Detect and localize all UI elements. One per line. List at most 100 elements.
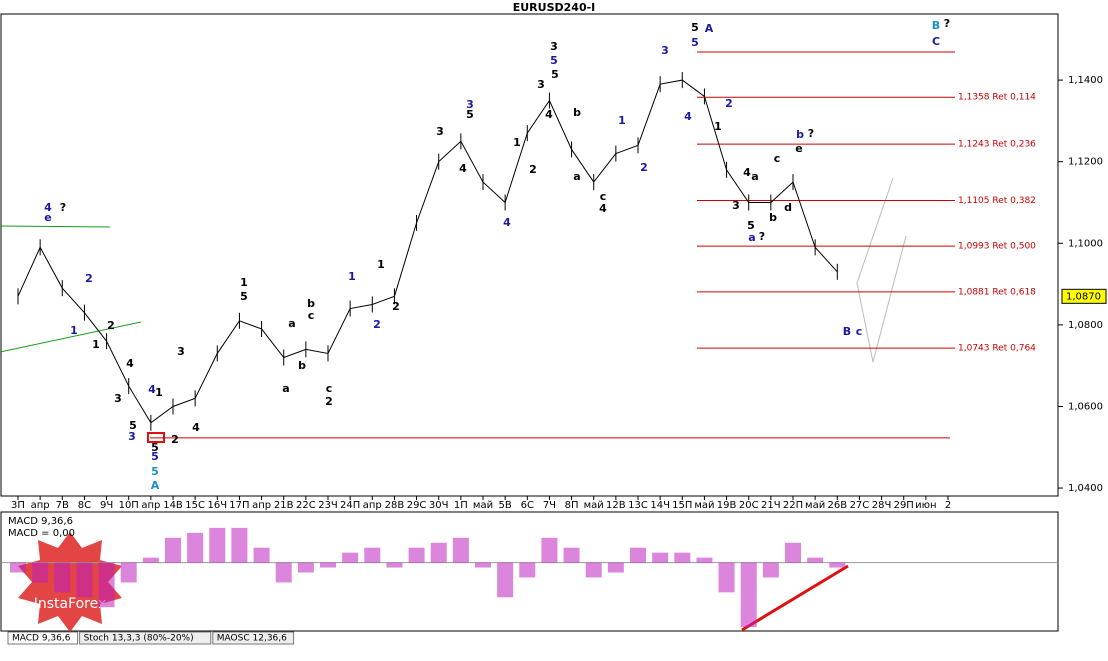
wave-label: 1 [70,324,78,337]
histogram-bar [54,562,71,593]
wave-label: 4 [148,383,156,396]
histogram-bar [785,542,801,563]
wave-label: A [705,22,714,35]
wave-label: d [784,201,792,214]
x-tick-label: 28В [385,500,405,511]
indicator-frame [0,511,1059,632]
x-tick-label: 29П [894,500,914,511]
histogram-bar [231,527,248,563]
wave-label: c [856,325,863,338]
x-tick-label: 16Ч [207,500,227,511]
histogram-bar [142,557,159,563]
y-tick-label: 1,0400 [1068,483,1103,494]
histogram-bar [10,562,26,573]
wave-label: b [573,106,581,119]
wave-label: 5 [691,36,699,49]
x-tick-label: 19В [717,500,737,511]
histogram-bar [120,562,137,583]
x-tick-label: 26В [827,500,847,511]
wave-label: ? [944,17,950,30]
x-tick-label: 20С [739,500,759,511]
price-box [1061,288,1107,304]
wave-label: a [748,231,755,244]
histogram-bar [807,557,824,563]
plot-frame [0,13,1059,497]
wave-label: 5 [747,219,755,232]
histogram-bar [519,562,536,578]
y-tick-label: 1,1000 [1068,238,1103,249]
tab-label: MACD 9,36,6 [12,634,71,644]
wave-label: 3 [550,40,558,53]
tab [7,631,79,645]
wave-label: 4 [503,216,511,229]
wave-label: 3 [661,44,669,57]
wave-label: b [769,211,777,224]
x-tick-label: апр [363,500,382,511]
x-tick-label: 22П [783,500,803,511]
wave-label: 5 [151,441,159,454]
x-tick-label: 15П [672,500,692,511]
x-tick-label: 17П [229,500,249,511]
x-tick-label: май [584,500,604,511]
x-tick-label: 15С [185,500,205,511]
x-tick-label: 8П [565,500,579,511]
histogram-bar [718,562,735,593]
wave-label: c [326,382,333,395]
wave-label: ? [808,127,814,140]
wave-label: 1 [377,258,385,271]
fibo-label: 1,0743 Ret 0,764 [958,344,1036,354]
histogram-bar [585,562,602,578]
histogram-bar [32,562,49,583]
wave-label: 2 [640,161,648,174]
wave-label: b [307,297,315,310]
projection [856,235,907,363]
x-tick-label: май [694,500,714,511]
y-tick-label: 1,1400 [1068,75,1103,86]
x-tick-label: 5В [499,500,512,511]
wave-label: 1 [513,136,521,149]
wave-label: c [774,152,781,165]
histogram-bar [497,562,514,598]
histogram-bar [187,532,204,563]
wave-label: e [44,211,51,224]
wave-label: b [298,359,306,372]
histogram-bar [342,552,359,563]
histogram-bar [740,562,757,628]
wave-label: a [573,170,580,183]
fibo-label: 1,1243 Ret 0,236 [958,140,1036,150]
wave-label: 1 [618,114,626,127]
x-tick-label: 30Ч [429,500,449,511]
wave-label: 4 [684,110,692,123]
wave-label: ? [759,230,765,243]
x-tick-label: 14В [163,500,183,511]
wave-label: 5 [551,68,559,81]
x-tick-label: 7В [56,500,69,511]
x-tick-label: апр [141,500,160,511]
histogram-bar [630,547,646,563]
x-tick-label: апр [31,500,50,511]
histogram-bar [253,547,270,563]
wave-label: B [843,325,851,338]
histogram-bar [652,552,669,563]
histogram-bar [320,562,336,568]
x-tick-label: 2 [945,500,951,511]
x-tick-label: 27С [850,500,870,511]
wave-label: 3 [466,98,474,111]
chart-title: EURUSD240-I [513,1,596,14]
x-tick-label: 10П [119,500,139,511]
x-tick-label: 3П [11,500,25,511]
fibo-label: 1,0993 Ret 0,500 [958,242,1036,252]
fibo-label: 1,0881 Ret 0,618 [958,287,1036,297]
x-tick-label: 12В [606,500,626,511]
x-tick-label: 9Ч [100,500,113,511]
histogram-bar [430,542,447,563]
projection [856,177,894,284]
wave-label: b [796,128,804,141]
x-tick-label: 24П [340,500,360,511]
wave-label: 5 [466,108,474,121]
wave-label: c [308,309,315,322]
fibo-label: 1,1105 Ret 0,382 [958,196,1036,206]
tab-label: Stoch 13,3,3 (80%-20%) [84,634,194,644]
histogram-bar [541,537,558,563]
